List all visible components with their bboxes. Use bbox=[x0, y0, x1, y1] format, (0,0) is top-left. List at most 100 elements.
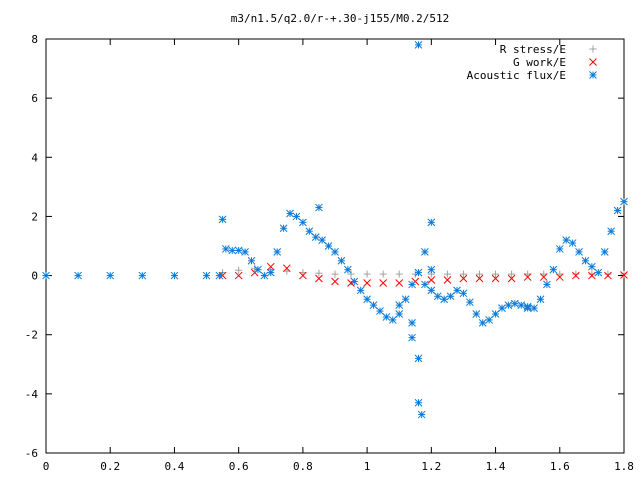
data-point bbox=[539, 273, 548, 281]
data-point bbox=[315, 203, 323, 212]
data-point bbox=[273, 248, 282, 256]
data-point bbox=[331, 270, 339, 278]
data-point bbox=[395, 270, 403, 278]
x-tick-label: 0.2 bbox=[100, 460, 120, 473]
data-point bbox=[476, 270, 483, 278]
data-point bbox=[459, 270, 467, 278]
data-point bbox=[572, 270, 580, 278]
x-tick-label: 1.6 bbox=[550, 460, 570, 473]
y-tick-label: 2 bbox=[31, 210, 38, 223]
legend-label: Acoustic flux/E bbox=[467, 69, 566, 82]
data-point bbox=[433, 292, 442, 301]
data-point bbox=[356, 286, 365, 295]
data-point bbox=[475, 274, 484, 283]
data-point bbox=[395, 279, 404, 287]
data-point bbox=[421, 280, 429, 289]
data-point bbox=[324, 242, 333, 250]
data-point bbox=[588, 270, 596, 278]
data-point bbox=[443, 276, 452, 284]
data-point bbox=[620, 271, 628, 279]
data-point bbox=[504, 301, 513, 309]
x-tick-label: 1 bbox=[364, 460, 371, 473]
data-point bbox=[427, 218, 436, 227]
data-point bbox=[417, 410, 426, 419]
data-point bbox=[549, 265, 558, 274]
data-point bbox=[247, 256, 256, 265]
data-point bbox=[318, 236, 327, 244]
x-tick-label: 0.4 bbox=[165, 460, 185, 473]
data-point bbox=[305, 227, 314, 236]
y-axis: -6 -4 -2 0 2 4 6 8 bbox=[25, 33, 624, 460]
data-point bbox=[478, 319, 487, 327]
data-point bbox=[202, 271, 211, 280]
y-tick-label: -6 bbox=[25, 447, 38, 460]
data-point bbox=[498, 304, 506, 312]
data-point bbox=[331, 248, 339, 256]
data-point bbox=[588, 262, 596, 271]
data-point bbox=[234, 246, 243, 255]
data-point bbox=[440, 295, 449, 304]
data-point bbox=[388, 316, 397, 324]
data-point bbox=[588, 271, 596, 280]
data-point bbox=[315, 269, 323, 277]
data-point bbox=[446, 292, 455, 301]
plot-frame bbox=[45, 38, 625, 454]
data-point bbox=[453, 286, 461, 295]
data-point bbox=[414, 268, 423, 277]
data-point bbox=[279, 224, 288, 233]
data-point bbox=[266, 262, 275, 271]
x-tick-label: 1.4 bbox=[486, 460, 506, 473]
data-point bbox=[594, 268, 603, 277]
legend-label: G work/E bbox=[513, 56, 566, 69]
data-point bbox=[401, 295, 410, 304]
data-point bbox=[472, 310, 481, 318]
data-point bbox=[254, 265, 262, 274]
data-point bbox=[414, 41, 423, 49]
data-point bbox=[575, 248, 583, 256]
data-point bbox=[369, 301, 378, 309]
data-point bbox=[613, 206, 622, 215]
data-point bbox=[414, 354, 423, 363]
data-point bbox=[408, 319, 416, 327]
data-point bbox=[215, 271, 224, 280]
data-point bbox=[234, 271, 243, 280]
data-point bbox=[379, 279, 388, 287]
data-point bbox=[331, 277, 339, 286]
data-point bbox=[408, 280, 416, 289]
data-point bbox=[523, 273, 532, 281]
data-point bbox=[571, 271, 580, 280]
data-point bbox=[74, 271, 82, 280]
data-point bbox=[241, 248, 249, 256]
data-point bbox=[235, 266, 243, 274]
x-axis: 0 0.2 0.4 0.6 0.8 1 1.2 1.4 1.6 1.8 bbox=[43, 39, 634, 473]
x-tick-label: 1.8 bbox=[614, 460, 634, 473]
series-1 bbox=[218, 262, 628, 287]
data-point bbox=[562, 236, 571, 244]
data-point bbox=[536, 295, 545, 304]
legend-marker bbox=[589, 58, 597, 66]
data-point bbox=[337, 256, 346, 265]
data-point bbox=[343, 265, 352, 274]
x-tick-label: 0.6 bbox=[229, 460, 249, 473]
data-point bbox=[568, 239, 577, 247]
y-tick-label: 0 bbox=[31, 270, 38, 283]
data-point bbox=[492, 270, 500, 278]
data-point bbox=[42, 271, 50, 280]
data-point bbox=[382, 313, 391, 321]
data-point bbox=[221, 245, 230, 253]
data-point bbox=[555, 245, 564, 253]
y-tick-label: 8 bbox=[31, 33, 38, 46]
data-point bbox=[395, 310, 404, 318]
data-point bbox=[414, 398, 423, 407]
data-point bbox=[260, 271, 269, 280]
data-point bbox=[315, 274, 323, 283]
legend-marker bbox=[589, 71, 597, 79]
series-0 bbox=[219, 264, 628, 278]
y-tick-label: -4 bbox=[25, 388, 39, 401]
data-point bbox=[523, 304, 532, 312]
data-point bbox=[408, 333, 416, 342]
data-point bbox=[379, 270, 387, 278]
data-point bbox=[620, 197, 628, 206]
data-point bbox=[266, 268, 275, 277]
data-point bbox=[347, 270, 355, 278]
